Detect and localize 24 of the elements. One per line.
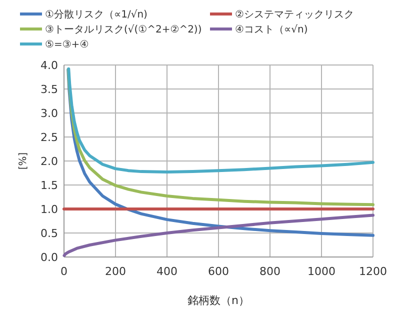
legend-label: ①分散リスク（∝1/√n) — [45, 8, 148, 20]
y-tick-label: 2.0 — [40, 154, 58, 168]
y-tick-label: 2.5 — [40, 130, 58, 144]
legend-label: ③トータルリスク(√(①^2+②^2)) — [45, 24, 202, 36]
y-axis-title: [%] — [18, 152, 29, 170]
x-axis-title: 銘柄数（n） — [188, 294, 250, 307]
legend-label: ②システマティックリスク — [235, 10, 354, 20]
y-tick-label: 3.5 — [40, 82, 58, 96]
x-tick-label: 600 — [208, 265, 229, 278]
legend-label: ④コスト（∝√n) — [235, 24, 308, 36]
y-tick-label: 1.0 — [40, 202, 58, 216]
x-tick-label: 1200 — [359, 265, 387, 278]
x-tick-label: 0 — [60, 265, 68, 278]
x-tick-label: 1000 — [308, 265, 336, 278]
line-series — [67, 67, 374, 174]
x-tick-label: 400 — [156, 265, 178, 278]
y-tick-label: 0.0 — [40, 250, 58, 264]
legend-label: ⑤=③+④ — [45, 40, 89, 50]
y-tick-label: 3.0 — [40, 106, 58, 120]
x-tick-label: 800 — [260, 265, 280, 278]
x-tick-label: 200 — [105, 265, 126, 278]
y-tick-label: 4.0 — [40, 58, 58, 72]
y-tick-label: 1.5 — [40, 178, 58, 192]
y-tick-label: 0.5 — [40, 226, 58, 240]
